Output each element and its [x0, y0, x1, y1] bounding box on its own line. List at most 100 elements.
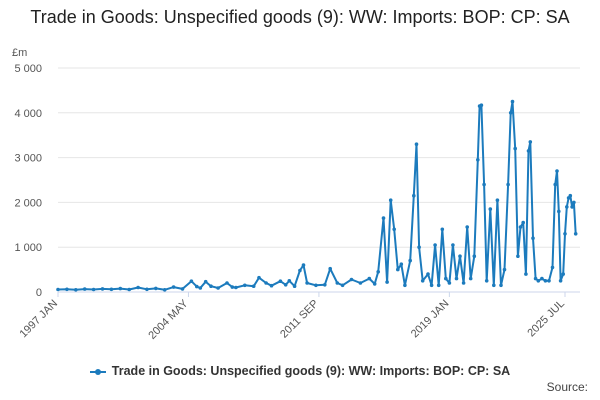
series-line[interactable] [57, 100, 577, 291]
data-point[interactable] [388, 198, 393, 202]
data-point[interactable] [367, 276, 372, 281]
data-point[interactable] [91, 287, 96, 292]
data-point[interactable] [100, 287, 105, 291]
data-point[interactable] [572, 200, 576, 205]
data-point[interactable] [516, 254, 520, 258]
data-point[interactable] [451, 243, 455, 247]
data-point[interactable] [292, 284, 297, 289]
data-point[interactable] [426, 272, 430, 276]
data-point[interactable] [412, 193, 416, 198]
data-point[interactable] [145, 287, 149, 292]
data-point[interactable] [230, 285, 235, 289]
data-point[interactable] [513, 146, 517, 151]
data-point[interactable] [381, 216, 386, 220]
data-point[interactable] [510, 99, 515, 104]
data-point[interactable] [162, 288, 167, 292]
data-point[interactable] [502, 267, 507, 272]
data-point[interactable] [555, 169, 559, 173]
data-point[interactable] [420, 279, 425, 283]
data-point[interactable] [372, 282, 377, 286]
data-point[interactable] [136, 285, 140, 290]
data-point[interactable] [444, 276, 448, 281]
data-point[interactable] [396, 267, 400, 272]
data-point[interactable] [171, 285, 176, 289]
data-point[interactable] [195, 284, 199, 289]
data-point[interactable] [565, 205, 569, 209]
data-point[interactable] [570, 205, 574, 209]
data-point[interactable] [349, 277, 354, 282]
data-point[interactable] [558, 279, 563, 283]
data-point[interactable] [403, 283, 407, 288]
data-point[interactable] [458, 254, 462, 258]
data-point[interactable] [540, 276, 544, 281]
data-point[interactable] [203, 279, 208, 284]
data-point[interactable] [283, 283, 288, 287]
data-point[interactable] [499, 283, 503, 288]
data-point[interactable] [305, 281, 309, 285]
data-point[interactable] [454, 276, 459, 281]
data-point[interactable] [508, 111, 513, 115]
data-point[interactable] [257, 275, 261, 280]
data-point[interactable] [563, 232, 567, 236]
data-point[interactable] [518, 225, 523, 229]
data-point[interactable] [461, 281, 466, 285]
data-point[interactable] [440, 227, 445, 232]
data-point[interactable] [269, 283, 274, 288]
data-point[interactable] [399, 262, 404, 267]
data-point[interactable] [495, 198, 500, 202]
data-point[interactable] [56, 287, 60, 292]
data-point[interactable] [209, 284, 213, 289]
data-point[interactable] [385, 280, 389, 284]
data-point[interactable] [335, 281, 340, 285]
data-point[interactable] [216, 286, 220, 290]
data-point[interactable] [433, 243, 437, 247]
data-point[interactable] [553, 182, 557, 187]
data-point[interactable] [180, 287, 185, 291]
data-point[interactable] [414, 142, 419, 146]
data-point[interactable] [547, 279, 551, 283]
data-point[interactable] [543, 279, 548, 283]
data-point[interactable] [251, 284, 256, 289]
data-point[interactable] [225, 281, 229, 285]
data-point[interactable] [561, 272, 565, 276]
data-point[interactable] [287, 279, 292, 283]
data-point[interactable] [328, 266, 333, 271]
data-point[interactable] [65, 287, 69, 292]
data-point[interactable] [301, 263, 306, 267]
data-point[interactable] [488, 207, 493, 211]
data-point[interactable] [568, 193, 573, 198]
data-point[interactable] [468, 276, 473, 281]
data-point[interactable] [531, 236, 535, 240]
data-point[interactable] [521, 220, 525, 225]
data-point[interactable] [492, 283, 496, 288]
data-point[interactable] [429, 283, 434, 288]
data-point[interactable] [408, 258, 413, 263]
data-point[interactable] [298, 268, 302, 273]
data-point[interactable] [264, 281, 268, 285]
data-point[interactable] [314, 283, 318, 288]
data-point[interactable] [447, 281, 452, 285]
data-point[interactable] [479, 103, 484, 107]
data-point[interactable] [557, 209, 561, 214]
data-point[interactable] [536, 279, 541, 283]
data-point[interactable] [528, 140, 533, 144]
data-point[interactable] [198, 286, 203, 290]
data-point[interactable] [476, 158, 480, 162]
data-point[interactable] [323, 283, 327, 287]
data-point[interactable] [278, 279, 283, 284]
data-point[interactable] [472, 254, 477, 258]
data-point[interactable] [82, 287, 87, 291]
data-point[interactable] [243, 283, 247, 288]
data-point[interactable] [376, 270, 381, 274]
data-point[interactable] [573, 232, 578, 236]
data-point[interactable] [118, 286, 123, 291]
data-point[interactable] [533, 276, 538, 281]
data-point[interactable] [465, 225, 470, 229]
data-point[interactable] [417, 245, 421, 249]
data-point[interactable] [127, 287, 131, 292]
legend[interactable]: Trade in Goods: Unspecified goods (9): W… [0, 364, 600, 378]
data-point[interactable] [358, 281, 363, 285]
data-point[interactable] [506, 182, 510, 187]
data-point[interactable] [484, 279, 489, 283]
data-point[interactable] [189, 279, 194, 284]
